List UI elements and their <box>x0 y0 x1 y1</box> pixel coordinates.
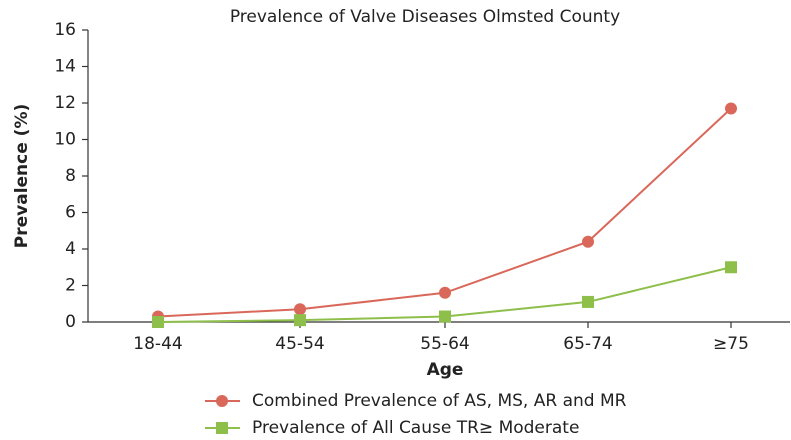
chart-title: Prevalence of Valve Diseases Olmsted Cou… <box>230 7 620 27</box>
data-point <box>152 316 164 328</box>
series-line <box>157 107 732 318</box>
data-point <box>439 310 451 323</box>
legend-marker <box>216 422 228 434</box>
legend-marker <box>216 395 228 407</box>
y-tick-label: 12 <box>54 93 76 113</box>
data-point <box>725 102 737 115</box>
data-point <box>439 286 451 299</box>
y-tick-label: 6 <box>65 203 76 223</box>
y-tick-label: 2 <box>65 276 76 296</box>
data-point <box>725 261 737 274</box>
y-tick-label: 14 <box>54 57 76 77</box>
y-tick-label: 0 <box>65 312 76 332</box>
legend-label: Combined Prevalence of AS, MS, AR and MR <box>252 391 627 411</box>
y-tick-label: 10 <box>54 130 76 150</box>
data-point <box>582 235 594 248</box>
data-point <box>294 314 306 327</box>
y-tick-label: 16 <box>54 20 76 40</box>
data-point <box>582 295 594 308</box>
y-tick-label: 8 <box>65 166 76 186</box>
legend-label: Prevalence of All Cause TR≥ Moderate <box>252 418 579 438</box>
x-tick-label: 55-64 <box>420 334 469 354</box>
x-axis-title: Age <box>427 360 464 380</box>
x-tick-label: 65-74 <box>563 334 612 354</box>
x-tick-label: ≥75 <box>713 334 749 354</box>
data-point <box>294 303 306 316</box>
y-axis-title: Prevalence (%) <box>12 104 32 248</box>
x-tick-label: 18-44 <box>133 334 182 354</box>
x-tick-label: 45-54 <box>275 334 324 354</box>
y-tick-label: 4 <box>65 239 76 259</box>
